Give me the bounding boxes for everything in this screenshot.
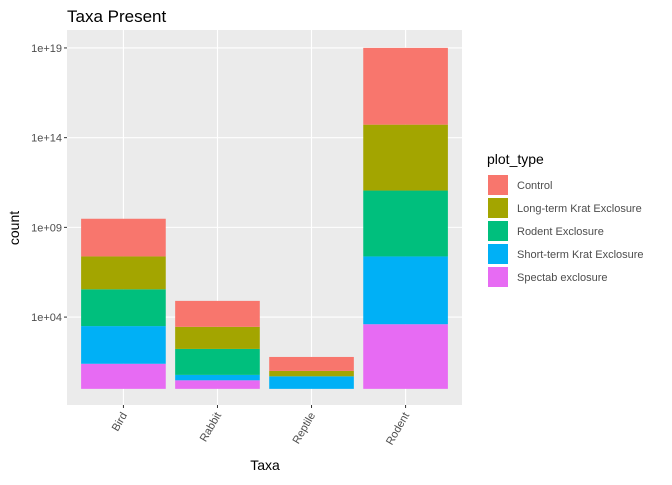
bar-segment [175,380,260,389]
x-axis-label: Taxa [250,457,280,473]
legend-key [488,198,508,218]
legend-title: plot_type [487,151,544,167]
bar-segment [175,348,260,375]
bar-segment [363,190,448,257]
legend-label: Long-term Krat Exclosure [517,203,642,215]
bar-segment [269,356,354,371]
y-tick-label: 1e+19 [31,43,62,55]
chart-title: Taxa Present [67,7,166,26]
y-axis-label: count [6,211,22,245]
x-tick-label: Bird [110,411,130,434]
y-tick-label: 1e+14 [31,133,62,145]
bar-segment [81,256,166,290]
bar-segment [175,300,260,327]
bar-segment [269,370,354,377]
legend-label: Rodent Exclosure [517,226,604,238]
y-tick-label: 1e+04 [31,312,62,324]
legend-label: Spectab exclosure [517,272,608,284]
legend-key [488,267,508,287]
bar-segment [81,326,166,364]
bar-segment [269,376,354,389]
bar-segment [175,374,260,381]
bar-segment [363,256,448,325]
bar-segment [81,363,166,389]
x-tick-label: Rabbit [198,411,224,445]
bar-segment [175,326,260,349]
legend-key [488,244,508,264]
x-tick-label: Reptile [291,411,319,447]
x-tick-label: Rodent [384,411,412,448]
bar-segment [81,218,166,257]
legend-key [488,175,508,195]
legend-label: Control [517,180,552,192]
bar-segment [363,124,448,191]
legend-key [488,221,508,241]
y-tick-label: 1e+09 [31,222,62,234]
bar-segment [363,47,448,125]
legend-label: Short-term Krat Exclosure [517,249,644,261]
bar-segment [81,289,166,327]
bar-segment [363,324,448,389]
